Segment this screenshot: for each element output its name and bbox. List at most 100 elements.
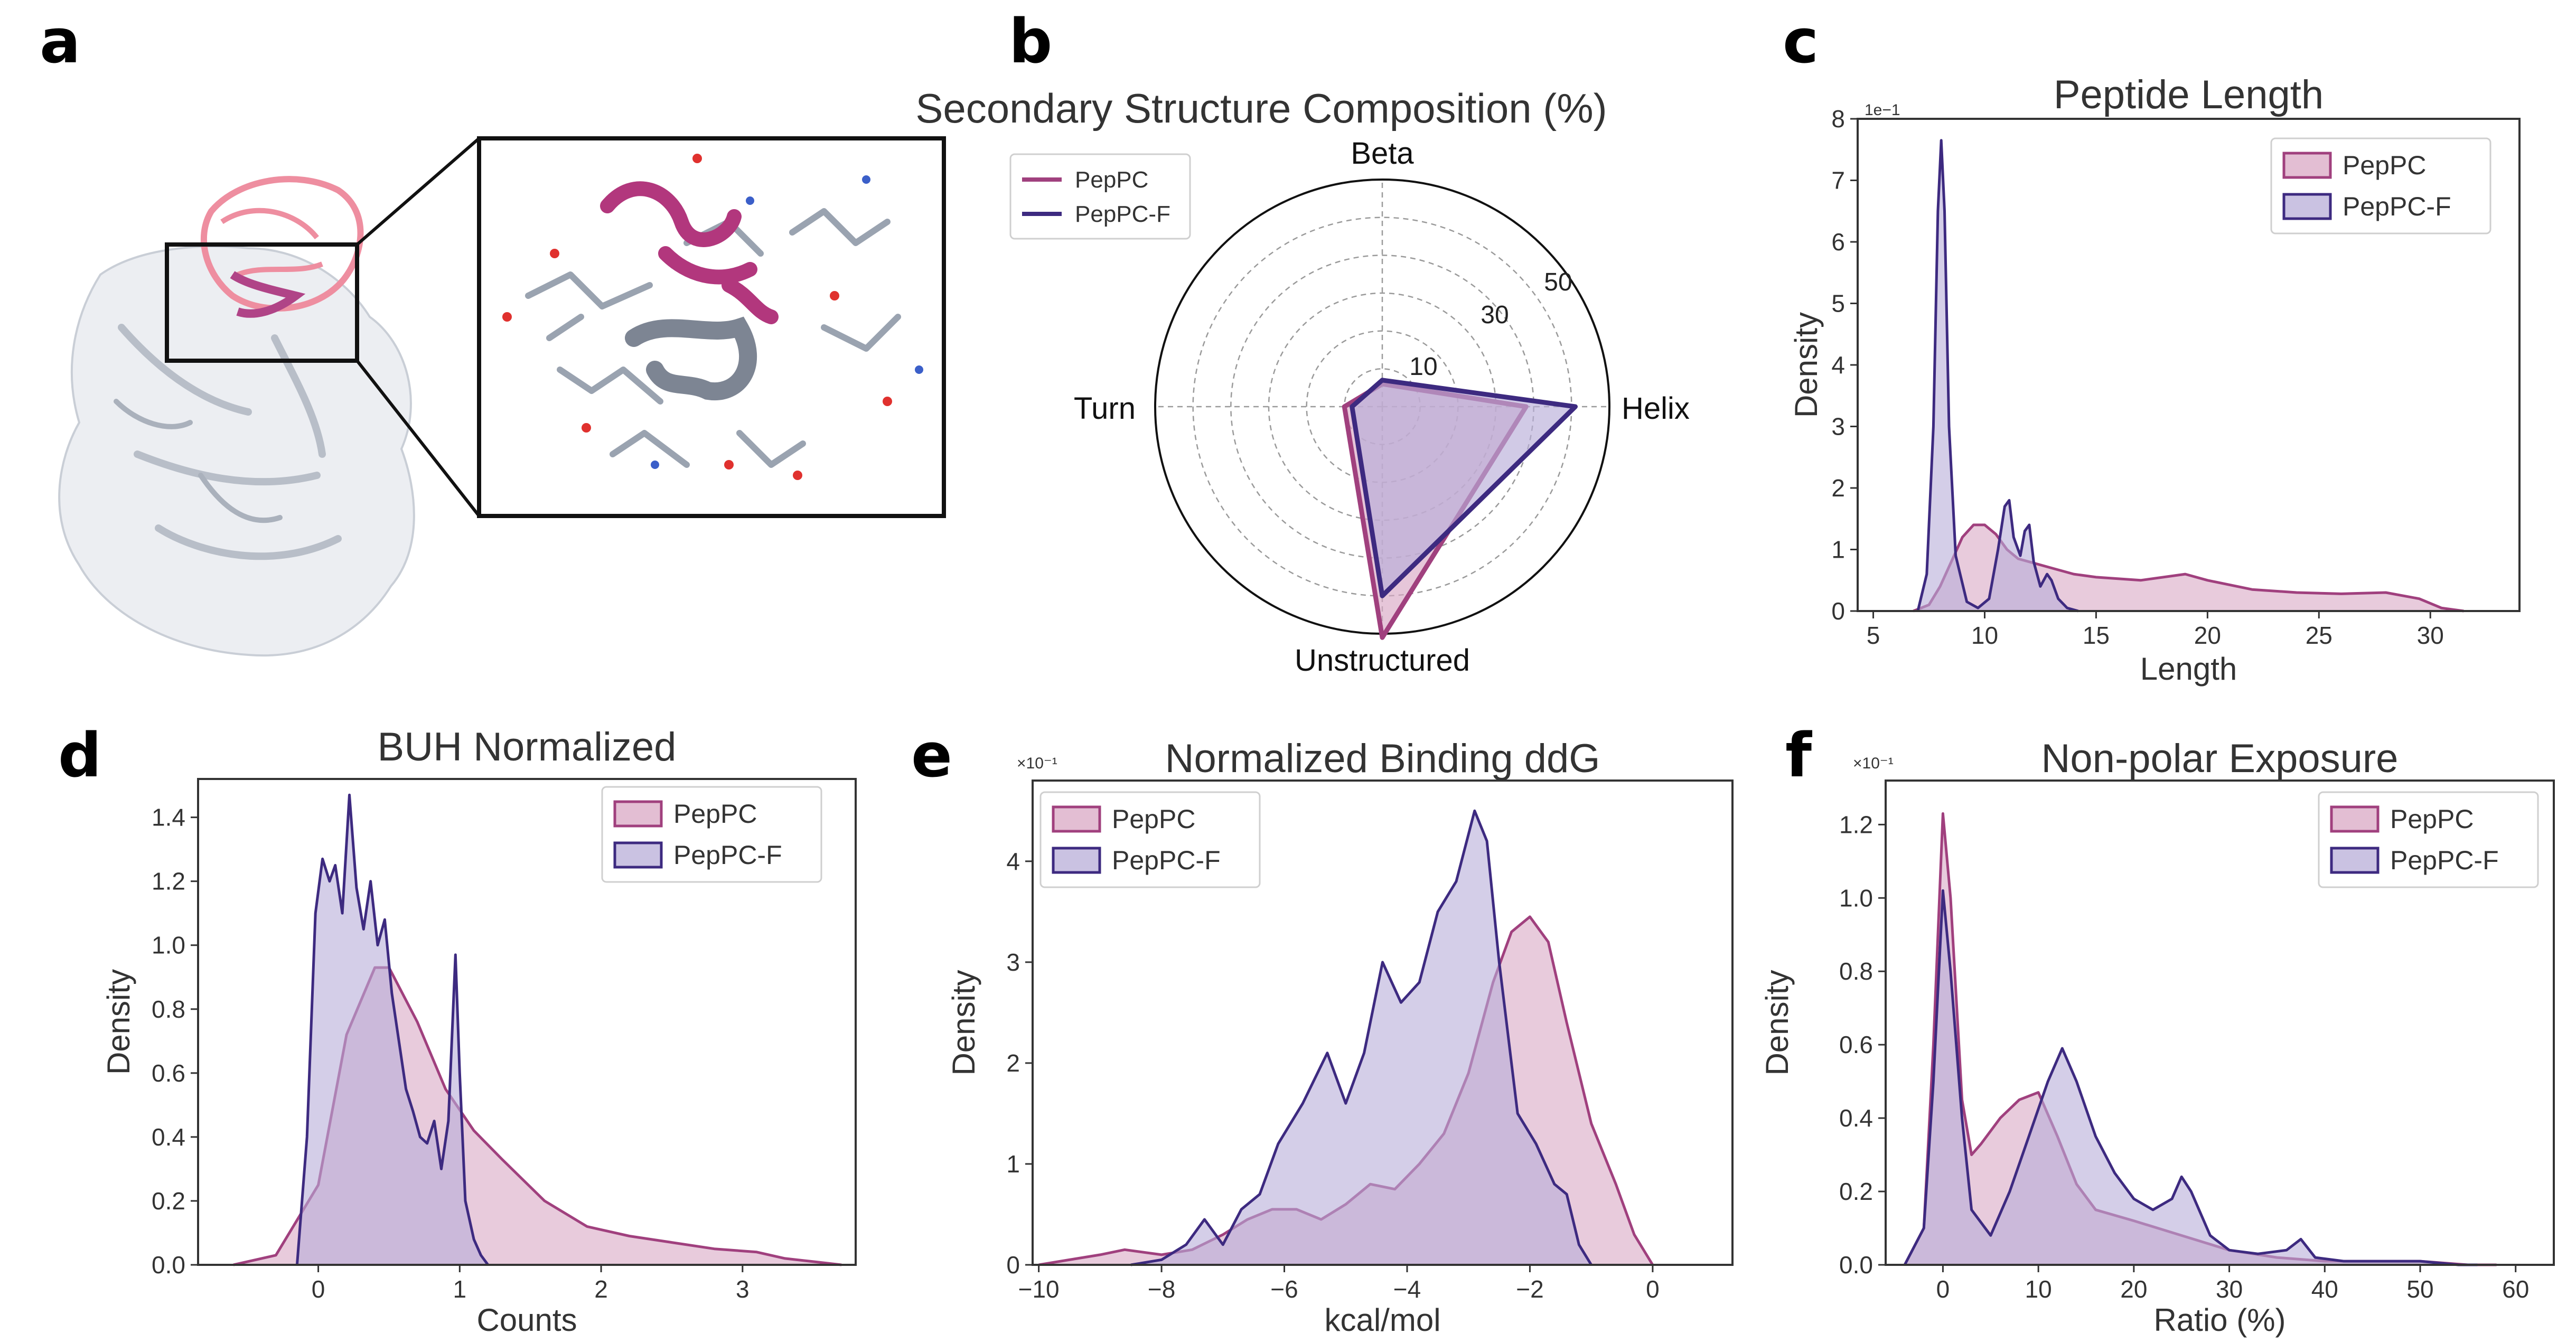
- x-axis-label: Ratio (%): [2153, 1302, 2285, 1338]
- density-line-peppc-f: [295, 793, 489, 1266]
- x-tick-label: 3: [736, 1275, 750, 1303]
- y-tick-label: 6: [1831, 228, 1845, 256]
- y-tick-label: 0.6: [1839, 1031, 1873, 1058]
- legend-label-peppc: PepPC: [1075, 167, 1148, 193]
- density-area-peppc-f: [297, 795, 488, 1265]
- y-tick-label: 0.8: [152, 995, 185, 1023]
- density-area-peppc-f: [1905, 890, 2478, 1265]
- legend-label-peppc-f: PepPC-F: [2343, 192, 2451, 221]
- y-tick-label: 0.8: [1839, 957, 1873, 985]
- x-tick-label: −10: [1018, 1275, 1060, 1303]
- y-tick-label: 0: [1006, 1251, 1020, 1279]
- y-tick-label: 0.6: [152, 1059, 185, 1087]
- legend-label-peppc: PepPC: [1112, 804, 1195, 834]
- axis-multiplier: ×10⁻¹: [1017, 755, 1057, 772]
- chart-title: Non-polar Exposure: [2041, 736, 2399, 781]
- y-axis-label: Density: [1788, 312, 1824, 418]
- legend-label-peppc: PepPC: [2390, 804, 2474, 834]
- legend-swatch-peppc-f: [1052, 847, 1101, 874]
- protein-structure-illustration: [58, 136, 946, 657]
- y-tick-label: 1.2: [152, 868, 185, 895]
- y-tick-label: 4: [1831, 351, 1845, 379]
- x-tick-label: 10: [1971, 622, 1998, 649]
- y-tick-label: 0.0: [1839, 1251, 1873, 1279]
- x-tick-label: −2: [1516, 1275, 1543, 1303]
- y-tick-label: 0.2: [152, 1187, 185, 1215]
- y-tick-label: 1.4: [152, 804, 185, 831]
- y-tick-label: 1: [1831, 536, 1845, 564]
- x-tick-label: 30: [2216, 1275, 2243, 1303]
- panel-letter-f: f: [1785, 720, 1813, 791]
- y-tick-label: 1.0: [1839, 884, 1873, 912]
- legend: PepPC PepPC-F: [601, 786, 822, 883]
- density-line-peppc-f: [1130, 809, 1593, 1266]
- x-tick-label: 30: [2417, 622, 2444, 649]
- radar-axis-label-beta: Beta: [1351, 136, 1414, 171]
- radar-axis-label-unstructured: Unstructured: [1295, 643, 1470, 678]
- x-tick-label: 5: [1867, 622, 1880, 649]
- y-tick-label: 1: [1006, 1150, 1020, 1178]
- y-axis-label: Density: [946, 970, 981, 1075]
- x-tick-label: −4: [1393, 1275, 1421, 1303]
- legend-swatch-peppc-f: [2330, 847, 2380, 874]
- x-tick-label: 2: [594, 1275, 608, 1303]
- y-tick-label: 3: [1006, 948, 1020, 976]
- legend-label-peppc-f: PepPC-F: [2390, 846, 2499, 875]
- plot-frame: [197, 778, 857, 1266]
- y-tick-label: 5: [1831, 290, 1845, 317]
- radar-axis-label-turn: Turn: [1074, 391, 1136, 426]
- legend-label-peppc-f: PepPC-F: [1075, 201, 1170, 227]
- y-tick-label: 0.0: [152, 1251, 185, 1279]
- radar-rtick-50: 50: [1544, 268, 1572, 296]
- y-tick-label: 8: [1831, 105, 1845, 133]
- y-tick-label: 1.0: [152, 932, 185, 959]
- panel-letter-b: b: [1009, 6, 1052, 77]
- y-tick-label: 2: [1006, 1049, 1020, 1077]
- legend-label-peppc: PepPC: [673, 799, 757, 829]
- legend-swatch-peppc: [2282, 152, 2332, 179]
- panel-letter-d: d: [58, 720, 101, 791]
- radar-series: [1342, 378, 1578, 640]
- legend-label-peppc-f: PepPC-F: [673, 840, 782, 870]
- y-axis-label: Density: [101, 969, 136, 1075]
- x-axis-label: Length: [2140, 651, 2237, 687]
- density-chart-buh-normalized: 0 1 2 3 0.0 0.2 0.4 0.6 0.8 1.0 1.2 1.4 BUH Normaliz…: [101, 725, 857, 1338]
- chart-title: Peptide Length: [2054, 72, 2324, 117]
- legend-swatch-peppc: [2330, 805, 2380, 833]
- density-chart-binding-ddg: −10 −8 −6 −4 −2 0 0 1 2 3 4 ×10⁻¹ Normalized Binding…: [946, 736, 1734, 1338]
- density-chart-nonpolar-exposure: 0 10 20 30 40 50 60 0.0 0.2 0.4 0.6 0.8 1.0 1.2 ×10⁻¹ N…: [1759, 736, 2555, 1338]
- x-tick-label: 0: [1936, 1275, 1950, 1303]
- x-tick-label: 50: [2406, 1275, 2433, 1303]
- panel-letter-a: a: [40, 6, 81, 77]
- density-line-peppc-f: [1916, 139, 2079, 613]
- legend: PepPC PepPC-F: [2270, 137, 2491, 234]
- x-tick-label: 40: [2311, 1275, 2338, 1303]
- density-line-peppc: [1913, 523, 2464, 613]
- plot-frame: [1885, 779, 2555, 1266]
- x-tick-label: −6: [1270, 1275, 1298, 1303]
- radar-rtick-30: 30: [1481, 301, 1509, 329]
- y-axis-label: Density: [1759, 970, 1795, 1075]
- radar-rtick-10: 10: [1409, 353, 1437, 381]
- y-tick-label: 0.4: [1839, 1104, 1873, 1132]
- x-tick-label: 0: [1646, 1275, 1660, 1303]
- y-tick-label: 4: [1006, 848, 1020, 875]
- radar-legend: PepPC PepPC-F: [1009, 153, 1191, 240]
- chart-title: BUH Normalized: [378, 725, 677, 769]
- y-tick-label: 2: [1831, 474, 1845, 502]
- legend-swatch-peppc: [1052, 805, 1101, 833]
- radar-chart: Secondary Structure Composition (%) Heli…: [915, 85, 1690, 678]
- x-tick-label: 25: [2306, 622, 2333, 649]
- y-tick-label: 0.2: [1839, 1178, 1873, 1205]
- x-tick-label: 0: [312, 1275, 325, 1303]
- radar-title: Secondary Structure Composition (%): [915, 85, 1607, 132]
- y-tick-label: 3: [1831, 413, 1845, 440]
- panel-letter-e: e: [911, 720, 952, 791]
- x-tick-label: 10: [2025, 1275, 2052, 1303]
- x-tick-label: 20: [2194, 622, 2221, 649]
- axis-multiplier: ×10⁻¹: [1853, 755, 1894, 772]
- legend-label-peppc-f: PepPC-F: [1112, 846, 1221, 875]
- radar-axis-label-helix: Helix: [1622, 391, 1690, 426]
- chart-title: Normalized Binding ddG: [1165, 736, 1600, 781]
